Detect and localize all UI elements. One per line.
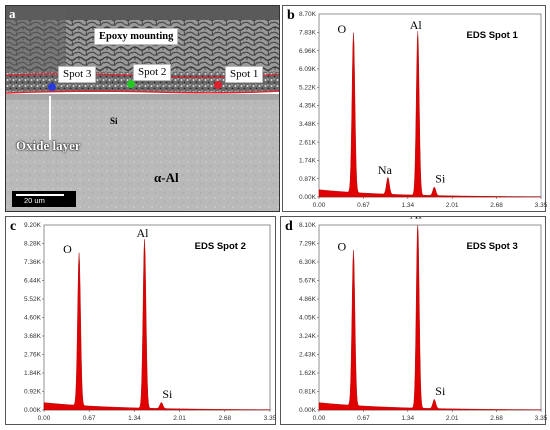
eds-panel-spot-1: b 0.00K 0.87K 1.74K 2.61K 3.48K 4.35K 5.22K 6.0… [282,5,547,212]
y-tick-label: 7.29K [299,241,317,248]
y-tick-label: 6.96K [299,48,317,55]
eds-chart-spot-1: 0.00K 0.87K 1.74K 2.61K 3.48K 4.35K 5.22K 6.09K… [299,11,547,209]
spot-1-label: Spot 1 [225,66,264,83]
peak-label-si: Si [162,387,173,401]
x-tick-label: 2.68 [218,415,231,422]
panel-letter-a: a [9,6,16,21]
y-top-tick-label: 8.10K [299,222,317,229]
peak-label-al: Al [137,226,150,240]
y-tick-label: 1.84K [24,370,42,377]
x-tick-label: 2.68 [490,415,503,422]
epoxy-mounting-label: Epoxy mounting [94,28,179,45]
spot-3-marker [48,83,56,91]
x-tick-label: 3.35 [535,202,547,209]
y-tick-label: 0.00K [24,407,42,414]
panel-letter-c: c [10,219,17,234]
peak-label-si: Si [435,172,446,186]
y-tick-label: 2.61K [299,139,317,146]
y-tick-label: 5.22K [299,84,317,91]
x-tick-label: 2.01 [446,415,459,422]
peak-label-o: O [337,240,346,254]
y-tick-label: 4.35K [299,103,317,110]
y-tick-label: 7.36K [24,259,42,266]
y-tick-label: 3.48K [299,121,317,128]
x-tick-label: 2.01 [446,202,459,209]
scale-bar-label: 20 um [24,196,45,205]
y-tick-label: 6.09K [299,66,317,73]
peak-label-na: Na [378,163,393,177]
spot-3-label: Spot 3 [58,66,97,83]
y-tick-label: 0.00K [299,194,317,201]
x-tick-label: 1.34 [401,202,414,209]
y-tick-label: 5.52K [24,296,42,303]
spot-2-marker [127,80,135,88]
x-tick-label: 2.68 [490,202,503,209]
oxide-layer-label: Oxide layer [16,138,81,153]
y-tick-label: 5.67K [299,278,317,285]
y-tick-label: 0.81K [299,389,317,396]
spectrum-series [318,31,542,198]
y-tick-label: 8.28K [24,241,42,248]
si-phase-label: Si [110,116,118,126]
y-tick-label: 1.62K [299,370,317,377]
x-tick-label: 0.00 [313,415,326,422]
x-tick-label: 0.67 [83,415,96,422]
panel-letter-b: b [287,8,295,23]
y-tick-label: 1.74K [299,158,317,165]
y-tick-label: 7.83K [299,30,317,37]
x-tick-label: 0.67 [357,415,370,422]
panel-letter-d: d [285,219,293,234]
spectrum-series [43,239,271,411]
x-tick-label: 3.35 [264,415,277,422]
y-tick-label: 3.68K [24,333,42,340]
peak-label-o: O [337,22,346,36]
y-top-tick-label: 9.20K [24,222,42,229]
y-tick-label: 6.44K [24,278,42,285]
chart-title: EDS Spot 3 [467,241,518,252]
spectrum-series [318,224,542,411]
peak-label-o: O [63,242,72,256]
x-tick-label: 0.00 [38,415,51,422]
chart-title: EDS Spot 2 [195,241,246,252]
y-top-tick-label: 8.70K [299,11,317,18]
x-tick-label: 0.00 [313,202,326,209]
spot-1-marker [214,81,222,89]
x-tick-label: 2.01 [173,415,186,422]
eds-chart-spot-3: 0.00K 0.81K 1.62K 2.43K 3.24K 4.05K 4.86K 5.67K… [299,217,547,422]
eds-chart-spot-2: 0.00K 0.92K 1.84K 2.76K 3.68K 4.60K 5.52K 6.44K… [24,222,277,422]
y-tick-label: 4.86K [299,296,317,303]
y-tick-label: 4.05K [299,315,317,322]
y-tick-label: 3.24K [299,333,317,340]
y-tick-label: 0.87K [299,176,317,183]
peak-label-si: Si [435,384,446,398]
eds-panel-spot-3: d 0.00K 0.81K 1.62K 2.43K 3.24K 4.05K 4.86K 5.6… [280,216,547,425]
sem-image [6,6,279,211]
alpha-al-label: α-Al [154,170,179,185]
x-tick-label: 1.34 [401,415,414,422]
y-tick-label: 6.30K [299,259,317,266]
y-tick-label: 2.43K [299,352,317,359]
spot-2-label: Spot 2 [133,64,172,81]
peak-label-al: Al [410,217,423,222]
peak-label-al: Al [410,18,423,32]
eds-panel-spot-2: c 0.00K 0.92K 1.84K 2.76K 3.68K 4.60K 5.52K 6.4… [5,216,277,425]
y-tick-label: 0.92K [24,389,42,396]
x-tick-label: 3.35 [535,415,547,422]
y-tick-label: 0.00K [299,407,317,414]
y-tick-label: 4.60K [24,315,42,322]
chart-title: EDS Spot 1 [467,30,519,41]
x-tick-label: 0.67 [357,202,370,209]
y-tick-label: 2.76K [24,352,42,359]
x-tick-label: 1.34 [128,415,141,422]
sem-micrograph-panel: a Epoxy mounting Spot 3 Spot 2 Spot 1 Ox… [5,5,280,212]
